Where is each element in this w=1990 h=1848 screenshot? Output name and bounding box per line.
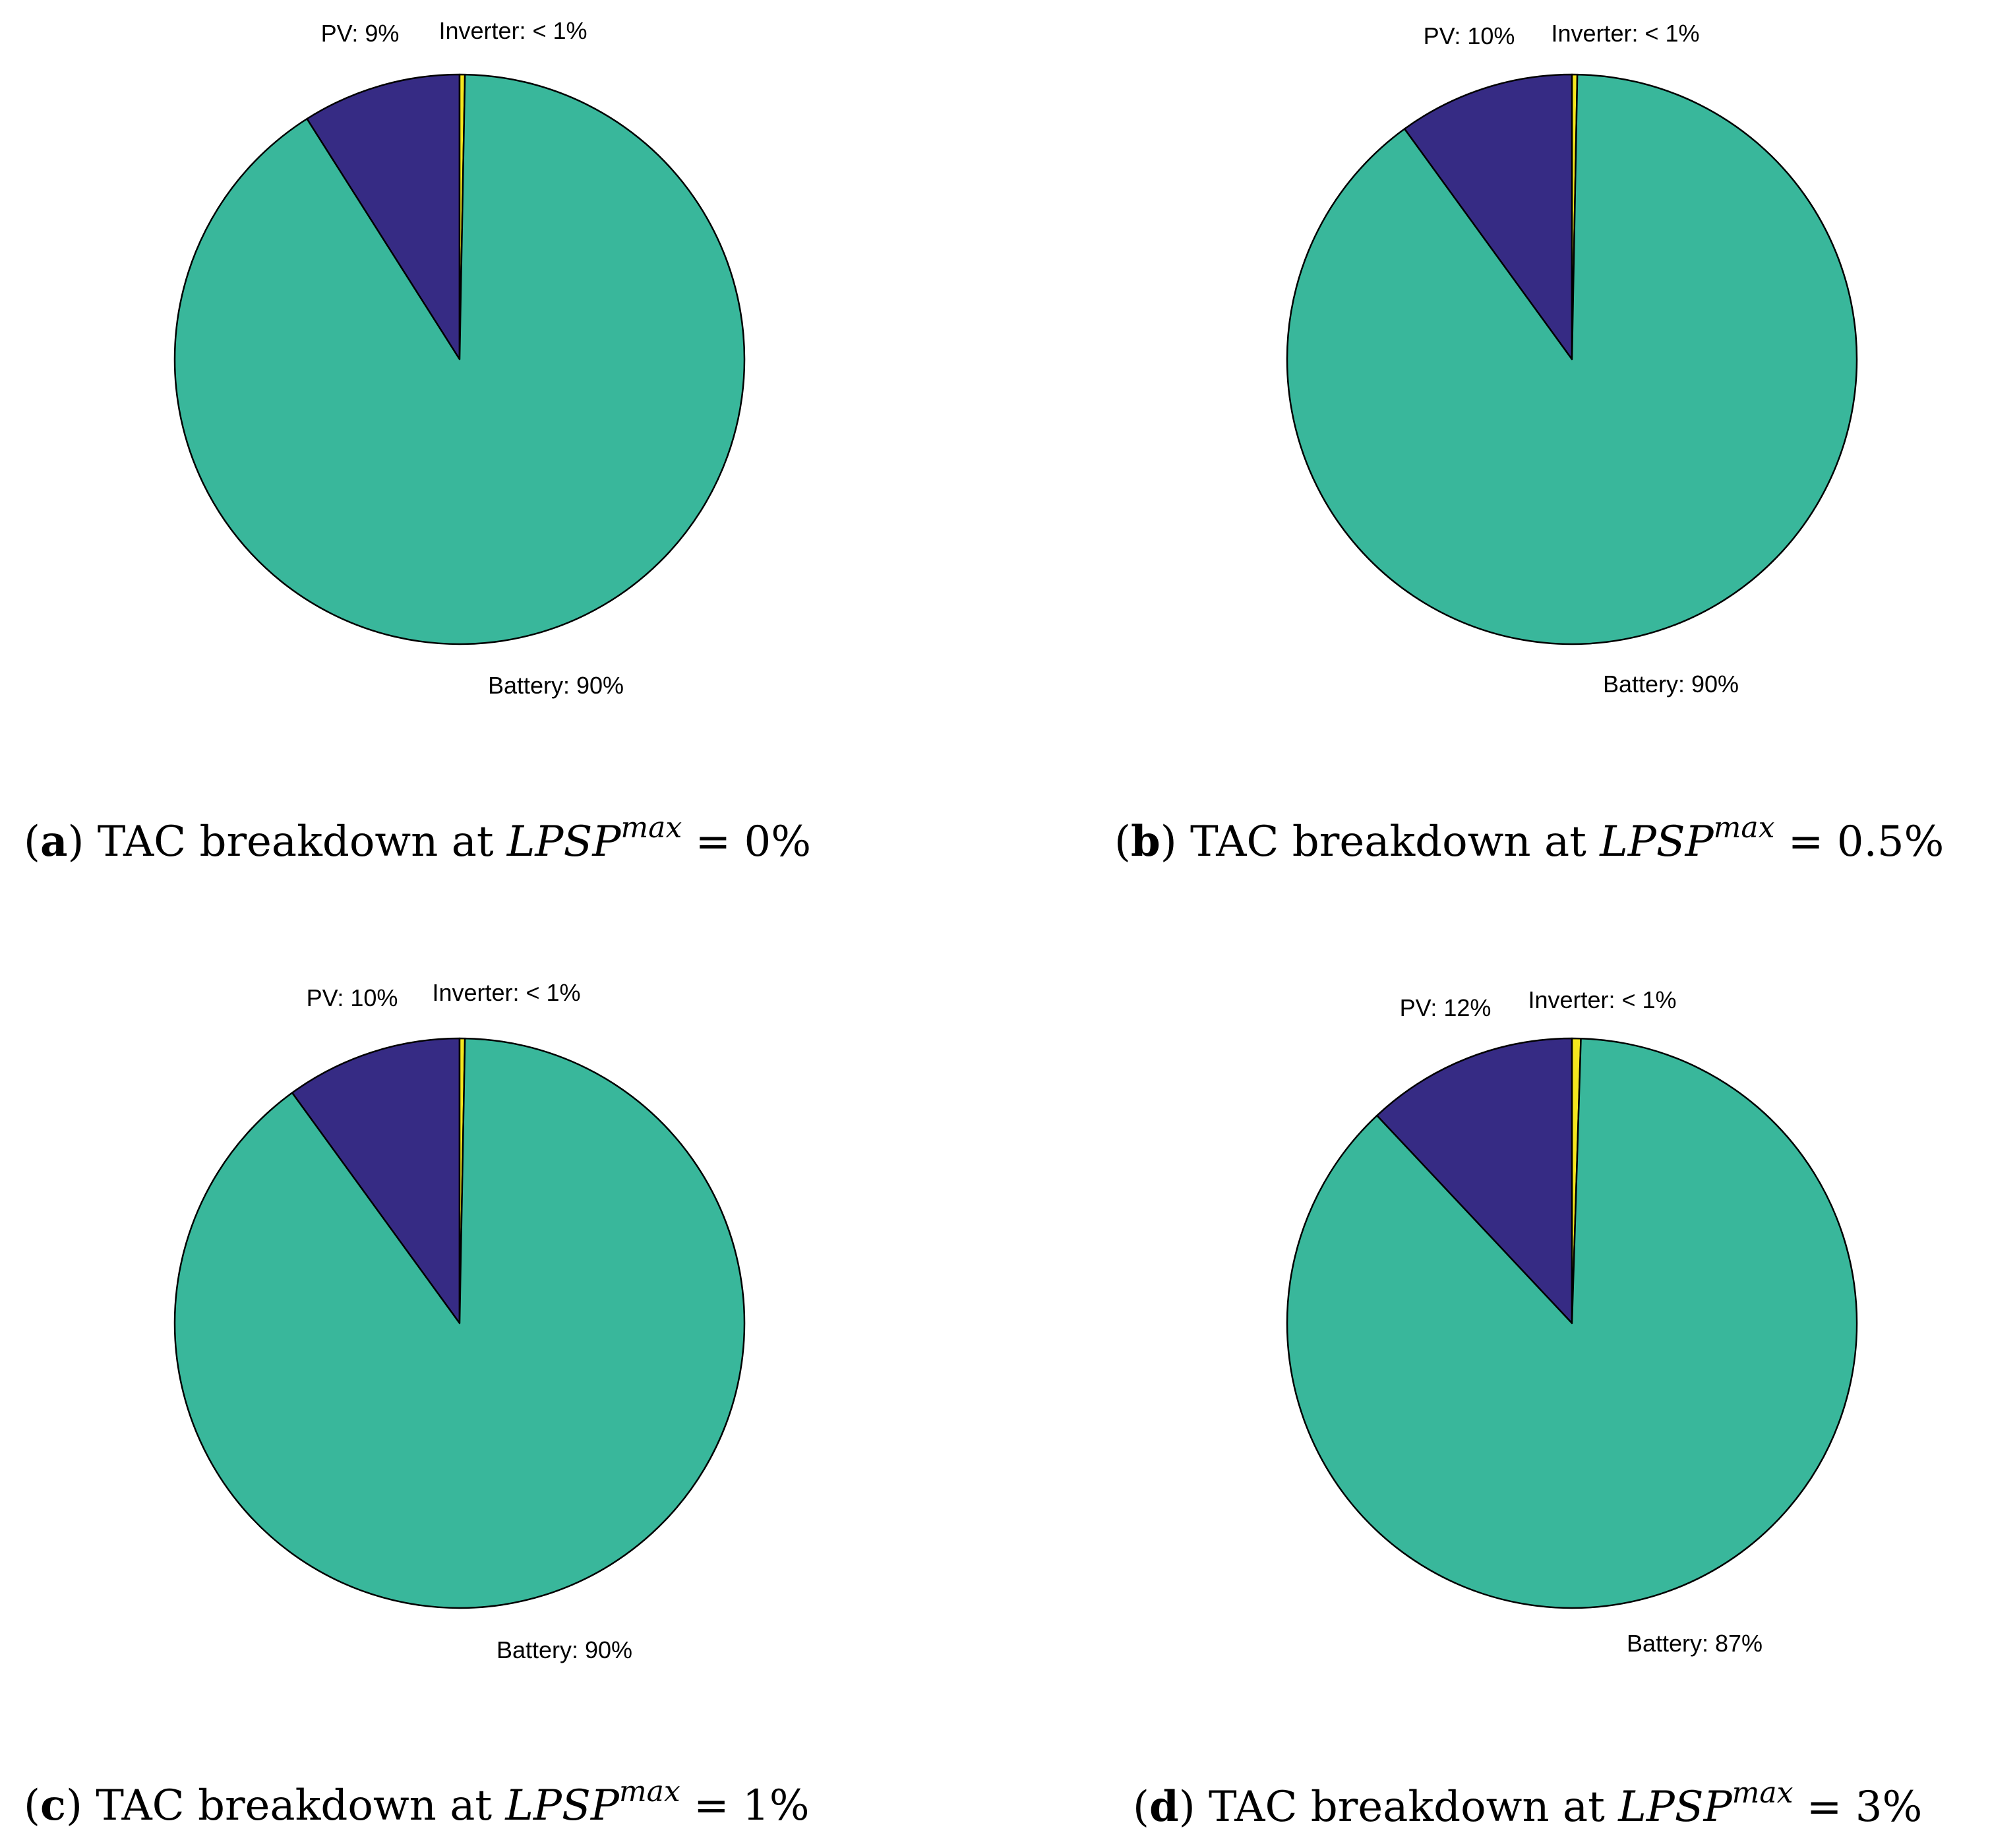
panel-b: PV: 10% Inverter: < 1% Battery: 90% (b) … xyxy=(1114,20,1944,866)
pie-d-slice-battery xyxy=(1286,1037,1858,1609)
pie-b-slices xyxy=(1286,73,1858,645)
caption-b-text: TAC breakdown at xyxy=(1190,818,1586,866)
caption-a-sup: max xyxy=(620,811,682,845)
pie-c-label-battery: Battery: 90% xyxy=(497,1636,632,1663)
caption-b: (b) TAC breakdown at LPSPmax = 0.5% xyxy=(1114,811,1944,866)
pie-d-label-pv: PV: 12% xyxy=(1400,994,1492,1021)
caption-c-letter: c xyxy=(40,1781,66,1830)
caption-c-equals: = 1% xyxy=(694,1781,810,1830)
pie-a-label-battery: Battery: 90% xyxy=(488,672,624,699)
caption-b-equals: = 0.5% xyxy=(1788,818,1945,866)
caption-a-letter: a xyxy=(40,817,67,866)
caption-d: (d) TAC breakdown at LPSPmax = 3% xyxy=(1133,1776,1922,1832)
caption-b-letter: b xyxy=(1131,817,1161,866)
caption-a-text: TAC breakdown at xyxy=(98,818,494,866)
caption-d-letter: d xyxy=(1149,1782,1179,1832)
panel-a: PV: 9% Inverter: < 1% Battery: 90% (a) T… xyxy=(24,17,811,866)
pie-b-slice-pv xyxy=(1403,73,1573,361)
caption-a-equals: = 0% xyxy=(696,818,812,866)
pie-c-slice-pv xyxy=(291,1037,461,1325)
caption-c: (c) TAC breakdown at LPSPmax = 1% xyxy=(24,1775,810,1830)
caption-d-sup: max xyxy=(1732,1776,1794,1810)
pie-b-label-inverter: Inverter: < 1% xyxy=(1551,20,1699,47)
pie-a-slices xyxy=(173,73,746,645)
panel-d: PV: 12% Inverter: < 1% Battery: 87% (d) … xyxy=(1133,986,1922,1832)
panel-c: PV: 10% Inverter: < 1% Battery: 90% (c) … xyxy=(24,979,810,1830)
pie-d-slices xyxy=(1286,1037,1858,1609)
caption-a: (a) TAC breakdown at LPSPmax = 0% xyxy=(24,811,811,866)
caption-d-equals: = 3% xyxy=(1807,1783,1923,1832)
pie-c-slice-battery xyxy=(173,1037,746,1609)
caption-b-sup: max xyxy=(1714,811,1775,845)
caption-c-text: TAC breakdown at xyxy=(96,1781,492,1830)
caption-c-sup: max xyxy=(619,1775,680,1808)
pie-d-label-inverter: Inverter: < 1% xyxy=(1528,986,1676,1013)
pie-b-label-battery: Battery: 90% xyxy=(1603,671,1739,698)
caption-b-math: LPSP xyxy=(1599,818,1714,866)
caption-d-text: TAC breakdown at xyxy=(1209,1783,1605,1832)
pie-d-slice-pv xyxy=(1376,1037,1573,1325)
pie-a-label-pv: PV: 9% xyxy=(321,20,400,47)
pie-c-label-pv: PV: 10% xyxy=(307,984,398,1011)
pie-a-label-inverter: Inverter: < 1% xyxy=(438,17,587,44)
pie-c-slices xyxy=(173,1037,746,1609)
pie-a-slice-pv xyxy=(306,73,461,361)
pie-c-label-inverter: Inverter: < 1% xyxy=(432,979,580,1006)
pie-b-slice-battery xyxy=(1286,73,1858,645)
pie-d-label-battery: Battery: 87% xyxy=(1627,1630,1763,1657)
pie-b-label-pv: PV: 10% xyxy=(1424,22,1515,49)
caption-a-math: LPSP xyxy=(506,818,621,866)
pie-a-slice-battery xyxy=(173,73,746,645)
caption-c-math: LPSP xyxy=(504,1781,619,1830)
caption-d-math: LPSP xyxy=(1617,1783,1732,1832)
